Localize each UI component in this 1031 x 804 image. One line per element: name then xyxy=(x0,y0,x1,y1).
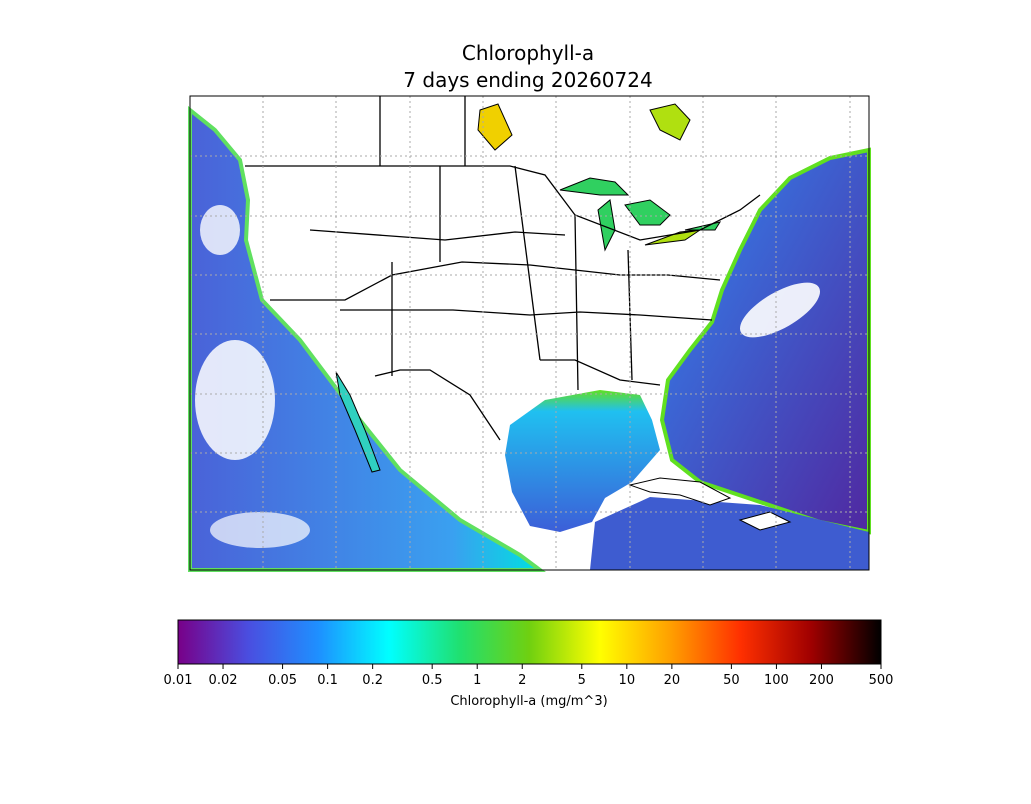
pacific-ocean xyxy=(188,105,546,572)
tick-label: 0.05 xyxy=(268,673,297,688)
tick-label: 0.5 xyxy=(422,673,443,688)
map xyxy=(188,95,871,572)
tick-label: 10 xyxy=(619,673,636,688)
tick-label: 100 xyxy=(764,673,789,688)
island xyxy=(738,511,792,531)
tick-label: 200 xyxy=(809,673,834,688)
colorbar-scale xyxy=(177,619,882,665)
tick-label: 2 xyxy=(518,673,526,688)
tick-label: 5 xyxy=(578,673,586,688)
gulf-of-california xyxy=(335,371,381,473)
lake xyxy=(624,199,671,226)
cloud-gap xyxy=(200,205,240,255)
caribbean-sea xyxy=(590,497,869,570)
lake xyxy=(559,177,630,196)
lake xyxy=(477,103,513,151)
graticule xyxy=(190,96,869,570)
tick-label: 0.1 xyxy=(317,673,338,688)
tick-label: 500 xyxy=(869,673,894,688)
tick-label: 0.2 xyxy=(362,673,383,688)
tick-label: 0.01 xyxy=(164,673,193,688)
cloud-gap xyxy=(210,512,310,548)
colorbar: 0.01 0.02 0.05 0.1 0.2 0.5 1 2 5 10 20 50 100 200 500 xyxy=(164,619,894,688)
tick-label: 1 xyxy=(473,673,481,688)
island xyxy=(628,477,732,506)
borders xyxy=(245,96,761,441)
map-frame xyxy=(189,95,870,571)
colorbar-label: Chlorophyll-a (mg/m^3) xyxy=(450,694,607,709)
cloud-gap xyxy=(740,282,820,338)
map-title: Chlorophyll-a xyxy=(462,41,594,65)
tick-label: 50 xyxy=(723,673,740,688)
map-subtitle: 7 days ending 20260724 xyxy=(403,68,652,92)
tick-label: 0.02 xyxy=(209,673,238,688)
tick-label: 20 xyxy=(664,673,681,688)
cloud-gap xyxy=(195,340,275,460)
gulf-of-mexico xyxy=(505,390,660,532)
lake xyxy=(649,103,691,141)
